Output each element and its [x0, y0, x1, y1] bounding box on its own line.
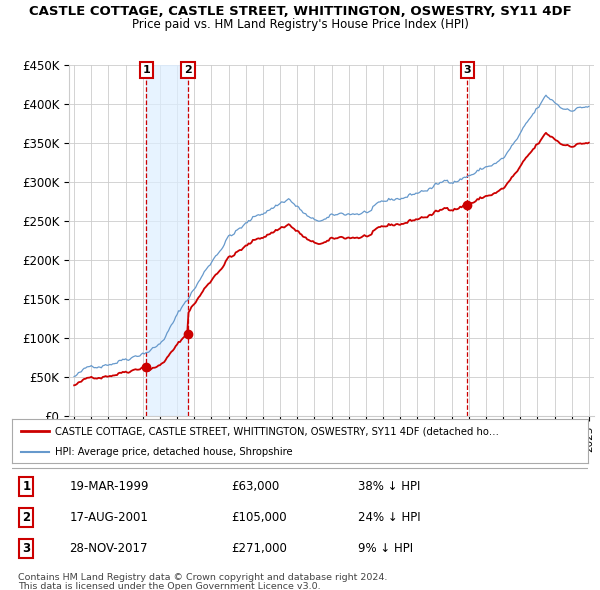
- Text: 24% ↓ HPI: 24% ↓ HPI: [358, 511, 420, 525]
- Text: Price paid vs. HM Land Registry's House Price Index (HPI): Price paid vs. HM Land Registry's House …: [131, 18, 469, 31]
- Text: 3: 3: [463, 65, 471, 75]
- Text: £63,000: £63,000: [231, 480, 279, 493]
- Text: 9% ↓ HPI: 9% ↓ HPI: [358, 542, 413, 555]
- Text: This data is licensed under the Open Government Licence v3.0.: This data is licensed under the Open Gov…: [18, 582, 320, 590]
- Text: 38% ↓ HPI: 38% ↓ HPI: [358, 480, 420, 493]
- Text: 19-MAR-1999: 19-MAR-1999: [70, 480, 149, 493]
- Bar: [146, 65, 188, 416]
- Text: 1: 1: [143, 65, 150, 75]
- Text: HPI: Average price, detached house, Shropshire: HPI: Average price, detached house, Shro…: [55, 447, 293, 457]
- Text: 1: 1: [22, 480, 31, 493]
- Text: Contains HM Land Registry data © Crown copyright and database right 2024.: Contains HM Land Registry data © Crown c…: [18, 573, 388, 582]
- Text: £105,000: £105,000: [231, 511, 287, 525]
- Text: 28-NOV-2017: 28-NOV-2017: [70, 542, 148, 555]
- Text: CASTLE COTTAGE, CASTLE STREET, WHITTINGTON, OSWESTRY, SY11 4DF: CASTLE COTTAGE, CASTLE STREET, WHITTINGT…: [29, 5, 571, 18]
- Text: 2: 2: [184, 65, 192, 75]
- Text: 2: 2: [22, 511, 31, 525]
- Text: 17-AUG-2001: 17-AUG-2001: [70, 511, 148, 525]
- Text: £271,000: £271,000: [231, 542, 287, 555]
- Text: 3: 3: [22, 542, 31, 555]
- Text: CASTLE COTTAGE, CASTLE STREET, WHITTINGTON, OSWESTRY, SY11 4DF (detached ho…: CASTLE COTTAGE, CASTLE STREET, WHITTINGT…: [55, 427, 499, 436]
